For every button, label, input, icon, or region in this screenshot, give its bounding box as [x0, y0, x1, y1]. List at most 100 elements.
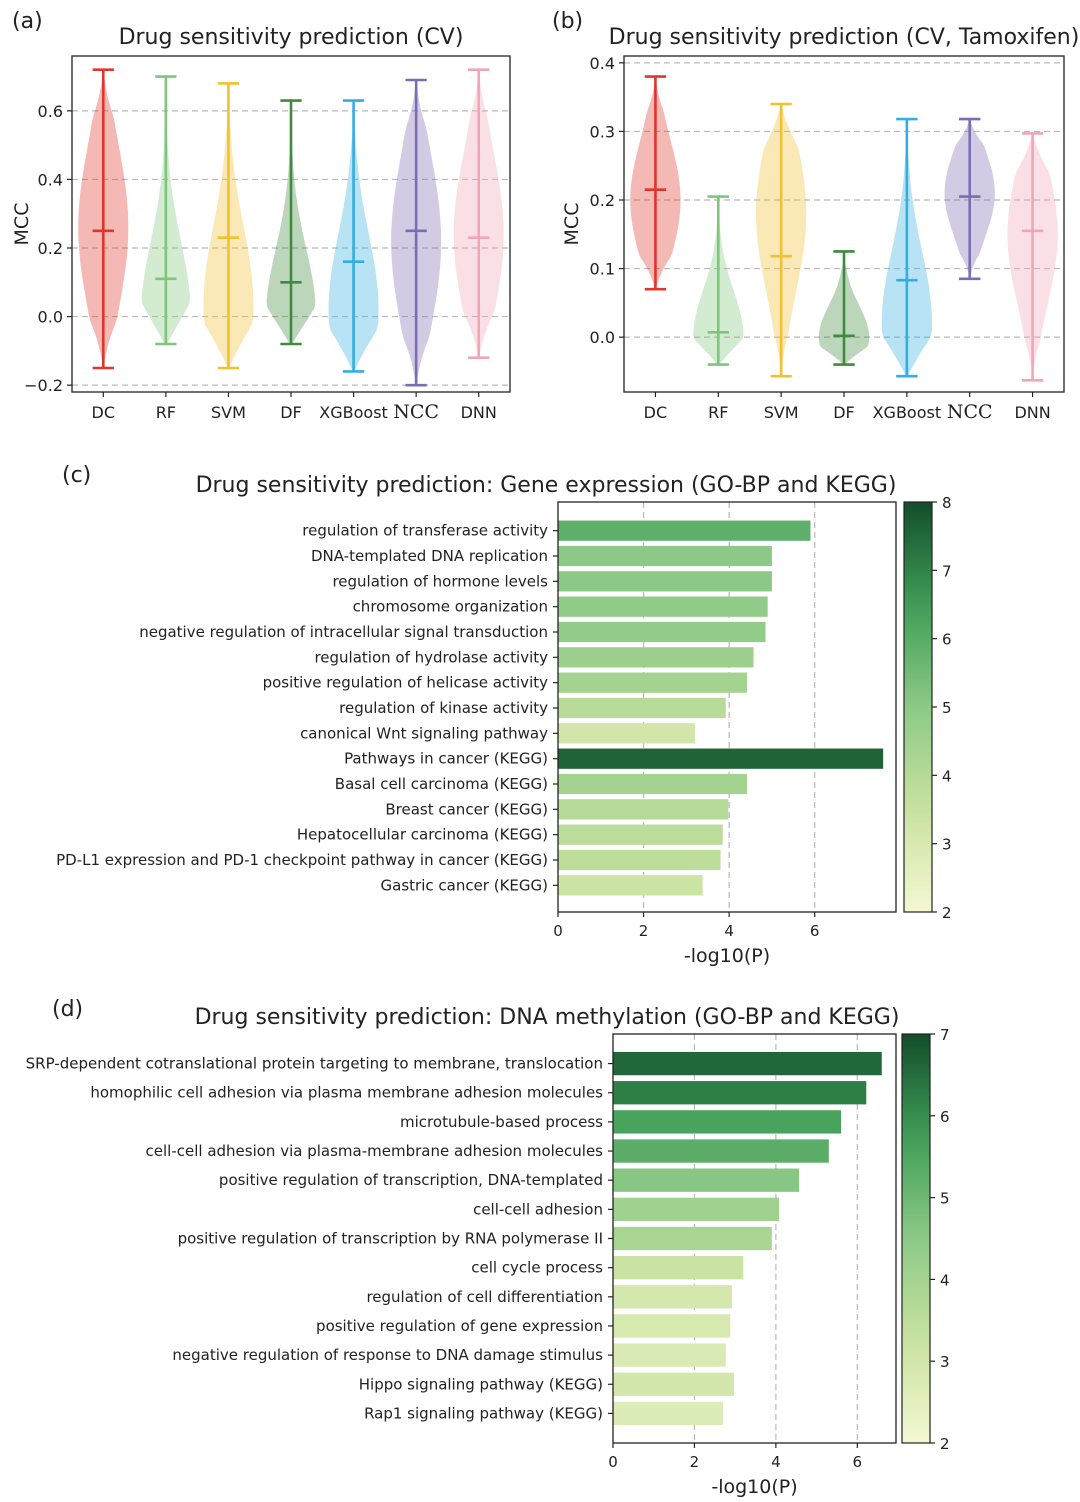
bar	[558, 799, 729, 820]
y-tick-label: positive regulation of transcription by …	[178, 1230, 603, 1248]
x-tick-label: DF	[280, 403, 302, 422]
y-tick-label: 0.2	[590, 191, 615, 210]
y-tick-label: regulation of cell differentiation	[366, 1288, 603, 1306]
y-tick-label: 0.0	[38, 308, 63, 327]
bar	[613, 1285, 732, 1309]
y-tick-label: positive regulation of helicase activity	[263, 674, 549, 692]
y-tick-label: microtubule-based process	[400, 1113, 603, 1131]
bar	[558, 647, 754, 668]
bar	[613, 1110, 842, 1134]
colorbar-tick-label: 5	[940, 1190, 950, 1208]
panel-d-bar-chart: (d) Drug sensitivity prediction: DNA meth…	[26, 997, 950, 1498]
x-tick-label: RF	[156, 403, 176, 422]
y-tick-label: Pathways in cancer (KEGG)	[344, 750, 548, 768]
x-tick-label: SVM	[764, 403, 799, 422]
chart-title: Drug sensitivity prediction: Gene expres…	[196, 473, 897, 498]
x-tick-label: NCC	[947, 401, 993, 423]
y-tick-label: 0.6	[38, 102, 63, 121]
bar	[613, 1255, 744, 1280]
y-tick-label: positive regulation of transcription, DN…	[219, 1171, 603, 1189]
x-tick-label: RF	[708, 403, 728, 422]
bar	[558, 571, 772, 592]
y-tick-label: Hippo signaling pathway (KEGG)	[359, 1375, 603, 1393]
y-axis-label: MCC	[561, 203, 583, 246]
y-tick-label: Basal cell carcinoma (KEGG)	[335, 775, 548, 793]
y-tick-label: Breast cancer (KEGG)	[385, 800, 548, 818]
panel-c-bar-chart: (c) Drug sensitivity prediction: Gene exp…	[56, 463, 951, 967]
x-tick-label: NCC	[393, 401, 439, 423]
bar	[613, 1372, 734, 1396]
colorbar-tick-label: 7	[942, 562, 952, 580]
y-tick-label: PD-L1 expression and PD-1 checkpoint pat…	[56, 851, 548, 869]
bar	[613, 1081, 867, 1105]
bar	[558, 672, 748, 693]
bar	[613, 1401, 723, 1426]
colorbar-tick-label: 3	[940, 1353, 950, 1371]
colorbar-tick-label: 6	[942, 631, 952, 649]
x-tick-label: DNN	[1014, 403, 1050, 422]
x-tick-label: XGBoost	[873, 403, 942, 422]
y-tick-label: 0.4	[38, 170, 63, 189]
bar	[613, 1139, 829, 1163]
x-tick-label: 6	[810, 922, 820, 940]
x-axis-label: -log10(P)	[711, 1476, 797, 1498]
colorbar-tick-label: 5	[942, 699, 952, 717]
x-tick-label: 0	[608, 1453, 618, 1471]
y-tick-label: −0.2	[24, 376, 63, 395]
y-tick-label: Rap1 signaling pathway (KEGG)	[364, 1404, 603, 1422]
panel-label: (d)	[52, 997, 83, 1022]
chart-title: Drug sensitivity prediction: DNA methyla…	[195, 1005, 900, 1030]
y-tick-label: cell-cell adhesion	[473, 1200, 603, 1218]
x-tick-label: XGBoost	[319, 403, 388, 422]
panel-a-violin-chart: (a) Drug sensitivity prediction (CV) −0.2 0…	[11, 9, 511, 423]
x-tick-label: 2	[690, 1453, 700, 1471]
panel-label: (b)	[552, 9, 583, 34]
plot-frame	[623, 55, 1065, 393]
bar	[613, 1197, 780, 1222]
x-tick-label: 6	[853, 1453, 863, 1471]
bar	[558, 596, 768, 617]
y-tick-label: cell-cell adhesion via plasma-membrane a…	[146, 1142, 604, 1160]
y-tick-label: SRP-dependent cotranslational protein ta…	[26, 1055, 603, 1073]
bar	[558, 849, 721, 871]
y-tick-label: 0.3	[590, 122, 615, 141]
y-tick-label: 0.2	[38, 239, 63, 258]
colorbar-tick-label: 4	[942, 767, 952, 785]
x-tick-label: DC	[644, 403, 668, 422]
bar	[613, 1343, 726, 1367]
plot-frame	[612, 1033, 897, 1444]
colorbar-tick-label: 7	[940, 1026, 950, 1044]
x-tick-label: 4	[771, 1453, 781, 1471]
colorbar-tick-label: 6	[940, 1108, 950, 1126]
x-tick-label: 2	[639, 922, 649, 940]
x-axis-label: -log10(P)	[684, 945, 770, 967]
chart-title: Drug sensitivity prediction (CV, Tamoxif…	[609, 25, 1080, 50]
y-tick-label: 0.4	[590, 54, 615, 73]
x-tick-label: DNN	[461, 403, 497, 422]
y-tick-label: chromosome organization	[353, 598, 548, 616]
plot-frame	[557, 501, 897, 913]
chart-title: Drug sensitivity prediction (CV)	[119, 25, 464, 50]
colorbar-tick-label: 3	[942, 836, 952, 854]
y-tick-label: DNA-templated DNA replication	[311, 547, 548, 565]
panel-b-violin-chart: (b) Drug sensitivity prediction (CV, Tamo…	[552, 9, 1079, 423]
y-tick-label: homophilic cell adhesion via plasma memb…	[90, 1084, 603, 1102]
bar	[613, 1226, 772, 1251]
x-tick-label: SVM	[211, 403, 246, 422]
y-tick-label: negative regulation of intracellular sig…	[139, 623, 548, 641]
y-tick-label: regulation of hormone levels	[332, 572, 548, 590]
colorbar	[903, 501, 933, 913]
y-tick-label: regulation of transferase activity	[302, 522, 548, 540]
bar	[558, 773, 748, 795]
colorbar-tick-label: 2	[940, 1435, 950, 1453]
colorbar-tick-label: 4	[940, 1271, 950, 1289]
bar	[558, 697, 726, 719]
y-tick-label: negative regulation of response to DNA d…	[172, 1346, 603, 1364]
bar	[613, 1314, 731, 1338]
bar	[613, 1168, 800, 1192]
panel-label: (a)	[12, 9, 43, 34]
x-tick-label: 4	[724, 922, 734, 940]
y-tick-label: 0.0	[590, 328, 615, 347]
y-tick-label: Gastric cancer (KEGG)	[381, 876, 548, 894]
